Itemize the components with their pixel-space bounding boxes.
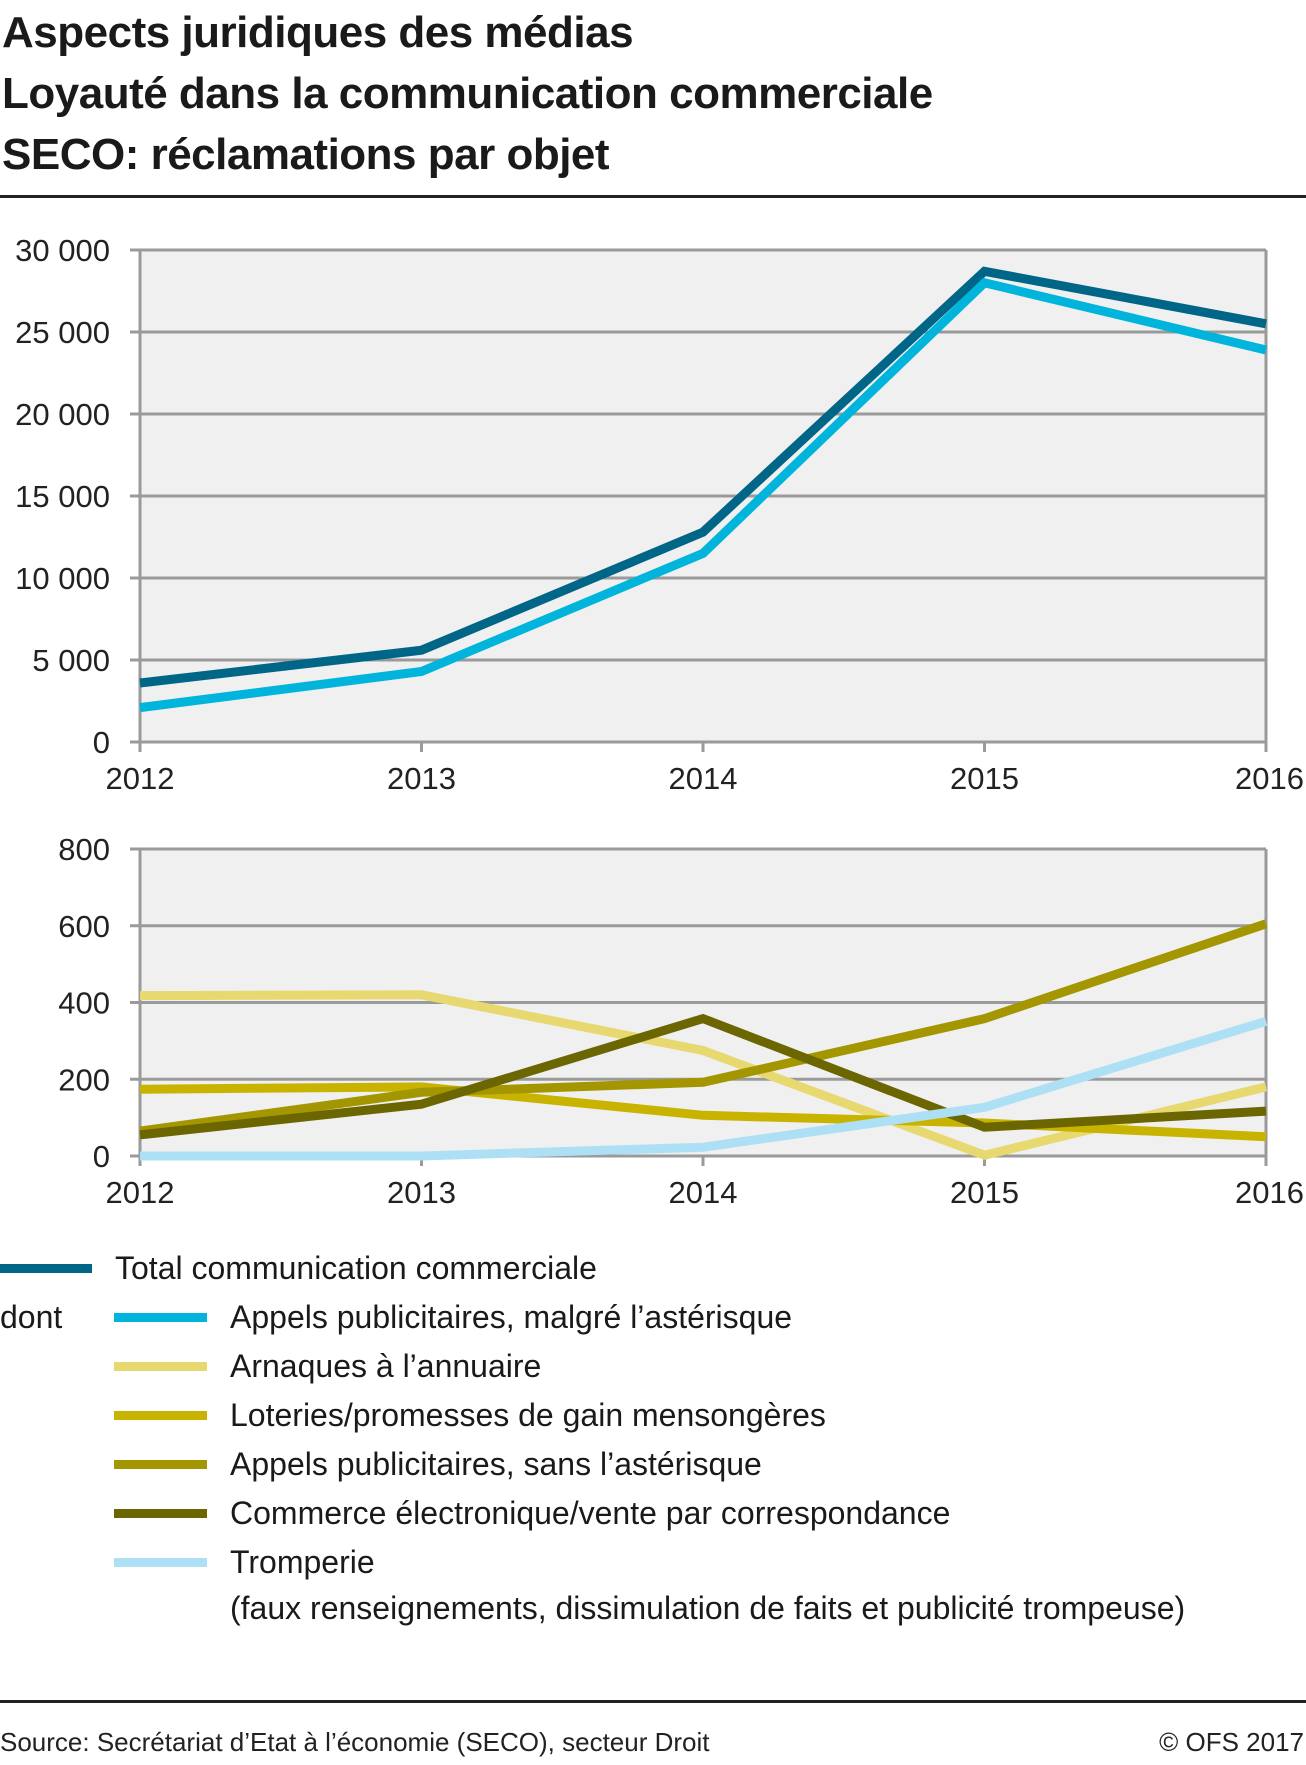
legend-swatch	[114, 1411, 207, 1420]
y-tick-label: 10 000	[15, 561, 110, 596]
series-line-tromperie-faux-renseignements-dissimulation-de-faits-et-publicit-trompeuse	[140, 1016, 1268, 1161]
y-tick-label: 200	[58, 1062, 110, 1097]
legend-label: Commerce électronique/vente par correspo…	[230, 1495, 951, 1531]
chart-breakdown: 0 200 400 600 800 2012 2013 2014 2015 2016	[58, 832, 1304, 1210]
y-tick-label: 400	[58, 986, 110, 1021]
series-line-loteries-promesses-de-gain-mensong-res	[139, 1082, 1267, 1142]
legend-swatch	[114, 1558, 207, 1567]
x-tick-label: 2016	[1235, 761, 1304, 796]
legend-swatch	[114, 1509, 207, 1518]
series-line-commerce-lectronique-vente-par-correspondance	[139, 1013, 1267, 1140]
source-note: Source: Secrétariat d’Etat à l’économie …	[0, 1727, 710, 1757]
y-tick-label: 30 000	[15, 233, 110, 268]
title-line-1: Aspects juridiques des médias	[2, 8, 634, 57]
y-tick-label: 5 000	[32, 643, 110, 678]
legend-label-detail: (faux renseignements, dissimulation de f…	[230, 1590, 1186, 1626]
copyright: © OFS 2017	[1159, 1727, 1304, 1757]
series-line-appels-publicitaires-sans-l-ast-risque	[139, 919, 1268, 1136]
x-tick-label: 2013	[387, 1175, 456, 1210]
x-tick-label: 2012	[106, 761, 175, 796]
x-tick-label: 2014	[669, 761, 738, 796]
title-line-2: Loyauté dans la communication commercial…	[2, 69, 933, 118]
chart-title: Aspects juridiques des médias Loyauté da…	[2, 2, 933, 185]
legend-label: Total communication commerciale	[115, 1250, 597, 1286]
x-tick-label: 2014	[669, 1175, 738, 1210]
chart-total: 0 5 000 10 000 15 000 20 000 25 000 30 000 2012…	[15, 233, 1304, 796]
y-tick-label: 15 000	[15, 479, 110, 514]
series-line-total-communication-commerciale	[139, 266, 1267, 688]
legend-item-appels-malgre: dont Appels publicitaires, malgré l’asté…	[0, 1297, 1306, 1337]
series-line-appels-publicitaires-malgr-l-ast-risque	[139, 277, 1268, 713]
y-tick-label: 25 000	[15, 315, 110, 350]
legend-dont-label: dont	[0, 1299, 63, 1335]
legend-label: Loteries/promesses de gain mensongères	[230, 1397, 826, 1433]
y-tick-label: 800	[58, 832, 110, 867]
footer-divider	[0, 1700, 1306, 1703]
x-tick-label: 2012	[106, 1175, 175, 1210]
legend-label: Tromperie	[230, 1544, 375, 1580]
legend-swatch	[114, 1362, 207, 1371]
y-tick-label: 0	[93, 725, 110, 760]
title-divider	[0, 195, 1306, 198]
y-tick-label: 20 000	[15, 397, 110, 432]
x-tick-label: 2016	[1235, 1175, 1304, 1210]
title-line-3: SECO: réclamations par objet	[2, 130, 610, 179]
legend-label: Appels publicitaires, malgré l’astérisqu…	[230, 1299, 793, 1335]
legend-swatch-total	[0, 1264, 92, 1273]
legend-swatch	[114, 1313, 207, 1322]
legend-swatch	[114, 1460, 207, 1469]
x-tick-label: 2015	[950, 761, 1019, 796]
y-tick-label: 600	[58, 909, 110, 944]
x-tick-label: 2013	[387, 761, 456, 796]
y-tick-label: 0	[93, 1139, 110, 1174]
legend-label: Appels publicitaires, sans l’astérisque	[230, 1446, 762, 1482]
series-line-arnaques-l-annuaire	[139, 990, 1268, 1160]
x-tick-label: 2015	[950, 1175, 1019, 1210]
legend-label: Arnaques à l’annuaire	[230, 1348, 542, 1384]
